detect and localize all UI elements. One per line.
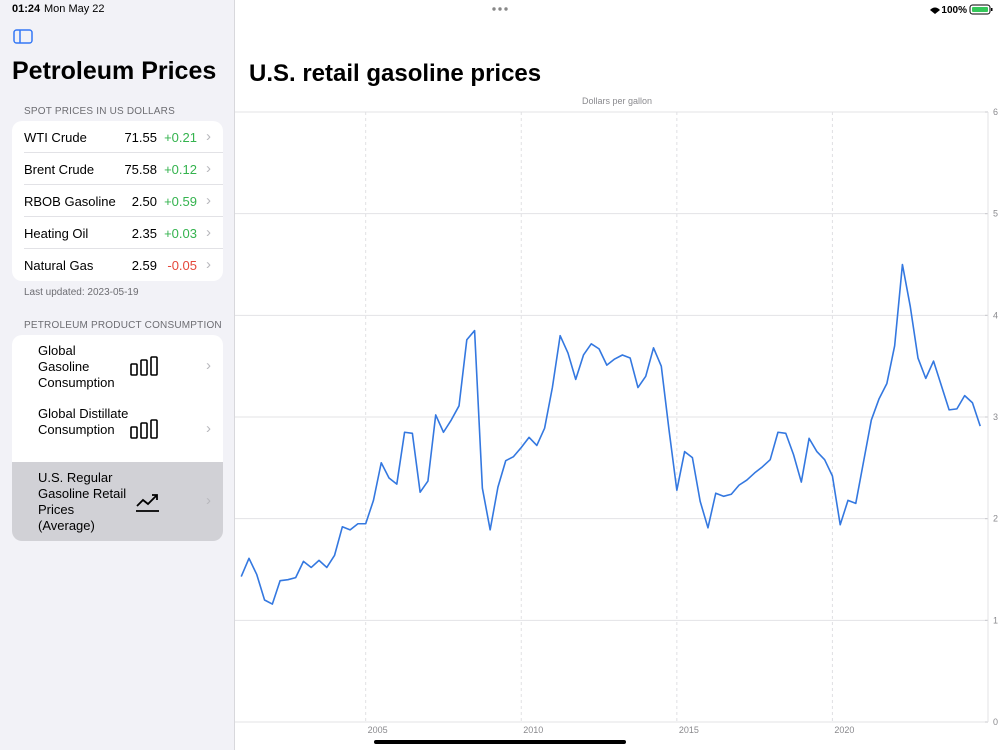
y-tick-label: 6 [993,107,998,117]
commodity-price: 75.58 [124,162,157,177]
bar-chart-icon [130,355,160,379]
y-axis-label: Dollars per gallon [582,96,652,106]
top-dots [492,7,508,11]
y-tick-label: 1 [993,615,998,625]
chart-title: U.S. retail gasoline prices [249,60,541,87]
price-row[interactable]: Natural Gas 2.59 -0.05 › [12,249,223,281]
commodity-name: Brent Crude [24,162,95,177]
sidebar-toggle[interactable] [13,29,33,44]
bar-chart-icon [130,419,160,442]
last-updated: Last updated: 2023-05-19 [24,287,139,298]
separator [24,152,223,153]
separator [24,248,223,249]
price-change: +0.12 [164,162,197,177]
chevron: › [206,192,211,209]
y-tick-label: 2 [993,514,998,524]
chevron: › [206,256,211,273]
price-line [240,263,981,605]
commodity-name: Natural Gas [24,258,94,273]
commodity-price: 2.59 [131,258,157,273]
y-tick-label: 5 [993,209,998,219]
price-row[interactable]: Heating Oil 2.35 +0.03 › [12,217,223,249]
y-tick-label: 0 [993,717,998,727]
y-tick-label: 3 [993,412,998,422]
consumption-item[interactable]: Global Distillate Consumption › [12,398,223,462]
commodity-price: 2.35 [131,226,157,241]
status-date: Mon May 22 [44,3,105,15]
status-time: 01:24 [12,3,41,15]
chevron: › [206,224,211,241]
separator [24,216,223,217]
x-tick-label: 2015 [679,725,699,735]
item-label: U.S. Regular Gasoline Retail Prices (Ave… [38,469,127,533]
price-change: -0.05 [167,258,197,273]
separator [24,184,223,185]
price-change: +0.21 [164,130,197,145]
battery-level: 100% [941,5,967,16]
consumption-item[interactable]: Global Gasoline Consumption › [12,335,223,398]
sidebar-title: Petroleum Prices [12,57,217,85]
price-change: +0.59 [164,194,197,209]
x-tick-label: 2020 [834,725,854,735]
price-row[interactable]: Brent Crude 75.58 +0.12 › [12,153,223,185]
home-indicator [374,740,626,744]
section-header: SPOT PRICES IN US DOLLARS [24,106,175,117]
section-header: PETROLEUM PRODUCT CONSUMPTION [24,320,222,331]
chevron: › [206,160,211,177]
commodity-name: Heating Oil [24,226,89,241]
price-row[interactable]: WTI Crude 71.55 +0.21 › [12,121,223,153]
chevron: › [206,491,211,509]
commodity-price: 2.50 [131,194,157,209]
chevron: › [206,420,211,437]
chevron: › [206,128,211,145]
trend-icon [135,491,161,516]
chevron: › [206,356,211,374]
item-label: Global Gasoline Consumption [38,342,115,390]
spot-price-list: WTI Crude 71.55 +0.21 › Brent Crude 75.58 +0.1… [12,121,223,281]
commodity-price: 71.55 [124,130,157,145]
commodity-name: WTI Crude [24,130,87,145]
item-label: Global Distillate Consumption [38,406,129,437]
consumption-item[interactable]: U.S. Regular Gasoline Retail Prices (Ave… [12,462,223,541]
price-row[interactable]: RBOB Gasoline 2.50 +0.59 › [12,185,223,217]
consumption-list: Global Gasoline Consumption › Global Disti… [12,335,223,541]
x-tick-label: 2005 [368,725,388,735]
price-change: +0.03 [164,226,197,241]
y-tick-label: 4 [993,310,998,320]
sidebar: 01:24 Mon May 22 Petroleum Prices SPOT P… [0,0,235,750]
status-icons [930,4,993,15]
x-tick-label: 2010 [523,725,543,735]
commodity-name: RBOB Gasoline [24,194,116,209]
